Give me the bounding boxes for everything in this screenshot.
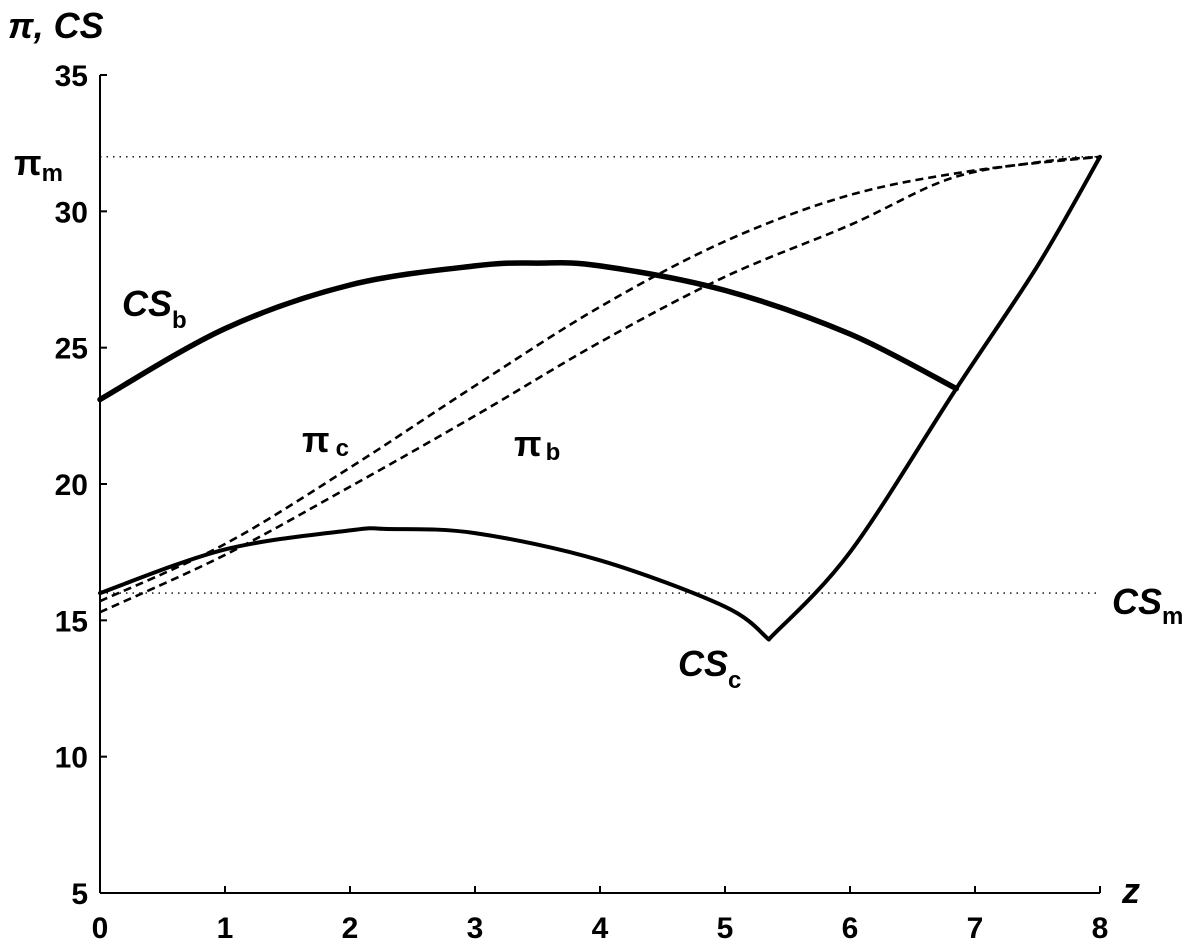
x-tick-label: 0 [92, 912, 109, 945]
pic-main: π [302, 419, 330, 460]
y-tick-label: 20 [55, 469, 88, 502]
series-line-csc [98, 526, 771, 642]
series-group [97, 154, 1102, 642]
csb-main: CS [122, 283, 172, 324]
x-tick-label: 1 [217, 912, 234, 945]
x-axis-title: z [1121, 870, 1140, 911]
csc-sub: c [728, 667, 741, 694]
pib-sub: b [546, 439, 561, 466]
y-tick-label: 35 [55, 60, 88, 93]
y-tick-label: 30 [55, 196, 88, 229]
csb-sub: b [172, 307, 187, 334]
pi-m-main: π [14, 142, 42, 183]
y-tick-label: 15 [55, 605, 88, 638]
cs-m-sub: m [1162, 603, 1183, 630]
csc-label: CSc [678, 643, 741, 694]
series-line-csb [97, 260, 960, 403]
csc-main: CS [678, 643, 728, 684]
x-tick-label: 6 [842, 912, 859, 945]
x-tick-label: 3 [467, 912, 484, 945]
cs-m-label: CSm [1112, 581, 1183, 630]
pi-m-sub: m [42, 160, 63, 187]
x-tick-label: 2 [342, 912, 359, 945]
cs-m-main: CS [1112, 581, 1162, 622]
pib-main: π [514, 423, 542, 464]
series-line-πc [99, 155, 1101, 603]
y-tick-label: 5 [71, 878, 88, 911]
x-tick-label: 7 [967, 912, 984, 945]
y-tick-label: 10 [55, 742, 88, 775]
pi-m-label: πm [14, 142, 63, 187]
y-axis-title: π, CS [8, 5, 104, 46]
series-line-πb [99, 155, 1101, 614]
series-line-frontier [766, 154, 1102, 642]
csb-label: CSb [122, 283, 187, 334]
x-tick-label: 8 [1092, 912, 1109, 945]
tick-group: 0 1 2 3 4 5 6 7 8 5 10 15 20 25 30 35 [55, 60, 1109, 945]
x-tick-label: 4 [592, 912, 609, 945]
y-tick-label: 25 [55, 333, 88, 366]
reference-lines [100, 156, 1100, 594]
pic-sub: c [336, 435, 349, 462]
x-tick-label: 5 [717, 912, 734, 945]
